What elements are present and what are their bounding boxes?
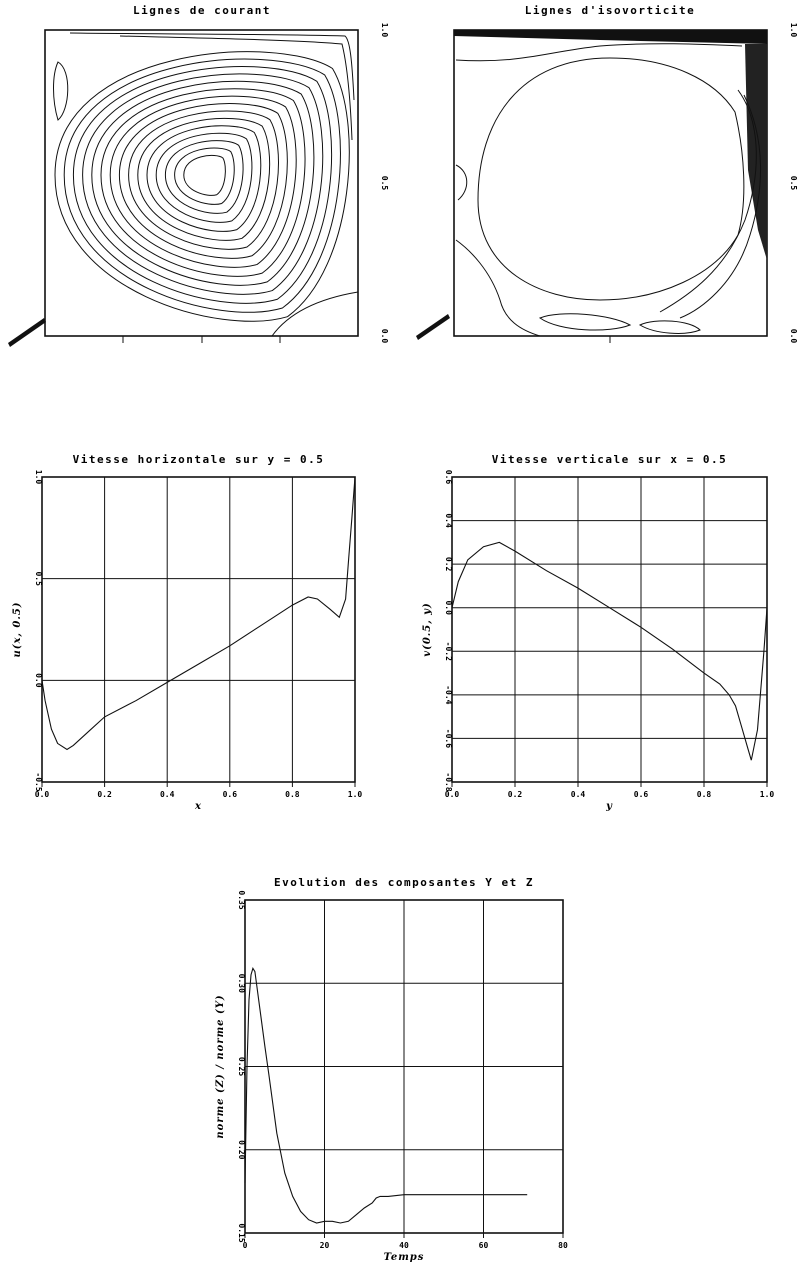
streamline-right-tick-label: 0.0 (380, 329, 389, 344)
streamline-contour-line (91, 80, 315, 286)
y-tick-label: -0.8 (444, 772, 453, 791)
vorticity-right-loop-2 (679, 94, 762, 319)
streamline-contour-line (109, 95, 297, 268)
x-tick-label: 0.6 (634, 790, 649, 799)
streamline-contour-line (72, 66, 333, 304)
streamline-contour-line (183, 155, 226, 196)
vorticity-top-boundary-layer (454, 30, 767, 44)
x-axis-label: y (605, 801, 613, 812)
streamline-title: Lignes de courant (133, 4, 271, 17)
streamline-contours (54, 51, 350, 322)
y-tick-label: 0.30 (237, 974, 246, 993)
x-tick-label: 0.6 (223, 790, 238, 799)
vorticity-panel: Lignes d'isovorticite 1.0 0.5 0.0 (416, 4, 798, 343)
y-tick-label: 0.35 (237, 890, 246, 909)
y-tick-label: 0.25 (237, 1057, 246, 1076)
x-tick-label: 1.0 (760, 790, 775, 799)
horizontal-velocity-chart: Vitesse horizontale sur y = 0.5 0.0 0.2 0.4… (12, 453, 362, 812)
x-tick-label: 1.0 (348, 790, 363, 799)
x-tick-label: 0.4 (160, 790, 175, 799)
x-tick-label: 60 (479, 1241, 489, 1250)
y-tick-label: 0.0 (444, 600, 453, 615)
x-axis-label: x (194, 801, 202, 812)
streamline-side-eddies (53, 32, 359, 337)
streamline-corner-mark (8, 318, 46, 347)
streamline-right-tick-label: 0.5 (380, 176, 389, 191)
streamline-panel: Lignes de courant 1.0 0.5 0.0 (8, 4, 389, 347)
y-tick-label: -0.2 (444, 642, 453, 661)
x-tick-label: 0.8 (697, 790, 712, 799)
streamline-contour-line (82, 73, 324, 295)
x-tick-label: 0.2 (508, 790, 523, 799)
vorticity-left-bottom-curve (455, 239, 541, 337)
y-tick-label: 1.0 (34, 470, 43, 485)
y-tick-label: 0.20 (237, 1140, 246, 1159)
vorticity-right-tick-label: 0.5 (789, 176, 798, 191)
chart-title: Evolution des composantes Y et Z (274, 876, 534, 889)
vorticity-main-loop (477, 57, 745, 301)
x-tick-label: 0.0 (35, 790, 50, 799)
series-line (41, 476, 356, 751)
streamline-contour-line (100, 88, 306, 277)
x-tick-label: 40 (399, 1241, 409, 1250)
streamline-contour-line (137, 117, 271, 241)
x-tick-label: 0.0 (445, 790, 460, 799)
vorticity-right-loop-1 (659, 89, 757, 313)
series-line (244, 966, 528, 1224)
x-tick-label: 20 (320, 1241, 330, 1250)
vorticity-left-band (455, 43, 743, 62)
chart-frame (451, 476, 768, 783)
y-axis-label: u(x, 0.5) (12, 601, 23, 657)
vorticity-frame (453, 29, 768, 337)
chart-frame (41, 476, 356, 783)
y-tick-label: 0.6 (444, 470, 453, 485)
y-tick-label: -0.4 (444, 685, 453, 704)
vorticity-right-tick-label: 0.0 (789, 329, 798, 344)
streamline-contour-line (174, 147, 235, 205)
y-tick-label: 0.2 (444, 557, 453, 572)
streamline-contour-line (128, 110, 279, 250)
chart-title: Vitesse verticale sur x = 0.5 (492, 453, 728, 466)
series-line (451, 541, 768, 761)
streamline-top-band-2 (119, 35, 353, 141)
x-tick-label: 80 (558, 1241, 568, 1250)
vorticity-bottom-lobe-1 (538, 313, 632, 331)
chart-title: Vitesse horizontale sur y = 0.5 (73, 453, 325, 466)
y-axis-label: norme (Z) / norme (Y) (215, 994, 226, 1138)
y-tick-label: -0.6 (444, 729, 453, 748)
streamline-contour-line (54, 51, 350, 322)
streamline-contour-line (164, 140, 244, 214)
streamline-right-tick-label: 1.0 (380, 23, 389, 38)
vorticity-lower-left-lobe (455, 164, 468, 201)
y-tick-label: 0.15 (237, 1223, 246, 1242)
x-tick-label: 0.2 (97, 790, 112, 799)
vorticity-bottom-lobe-2 (638, 320, 701, 334)
x-tick-label: 0 (243, 1241, 248, 1250)
streamline-contour-line (155, 132, 253, 223)
streamline-contour-line (63, 58, 341, 313)
y-tick-label: 0.5 (34, 571, 43, 586)
x-tick-label: 0.8 (285, 790, 300, 799)
y-tick-label: 0.4 (444, 513, 453, 528)
streamline-top-band-1 (69, 32, 355, 101)
y-tick-label: 0.0 (34, 673, 43, 688)
vorticity-contours (454, 30, 767, 337)
vorticity-corner-mark (416, 314, 450, 340)
x-tick-label: 0.4 (571, 790, 586, 799)
streamline-contour-line (118, 103, 288, 259)
vorticity-right-tick-label: 1.0 (789, 23, 798, 38)
vorticity-title: Lignes d'isovorticite (525, 4, 696, 17)
streamline-left-eddy (53, 61, 69, 121)
streamline-contour-line (146, 125, 262, 232)
y-tick-label: -0.5 (34, 772, 43, 791)
vertical-velocity-chart: Vitesse verticale sur x = 0.5 0.0 0.2 0.4 0.… (422, 453, 774, 812)
y-axis-label: v(0.5, y) (422, 602, 433, 656)
streamline-corner-eddy (271, 291, 359, 337)
evolution-chart: Evolution des composantes Y et Z 0 20 40 60 8… (215, 876, 568, 1262)
x-axis-label: Temps (384, 1252, 425, 1262)
